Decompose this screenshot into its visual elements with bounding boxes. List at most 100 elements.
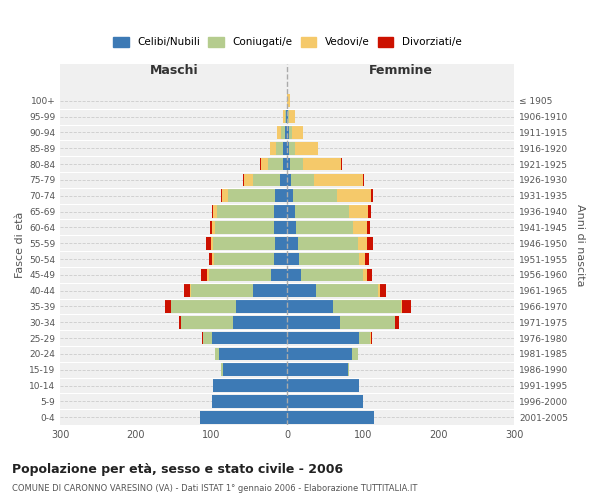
Bar [289,126,292,139]
Bar [202,332,203,344]
Bar [287,205,295,218]
Bar [200,411,287,424]
Bar [281,126,285,139]
Bar [289,142,295,154]
Bar [236,300,287,313]
Bar [212,395,287,407]
Bar [287,221,296,234]
Bar [368,205,371,218]
Bar [316,284,378,297]
Bar [287,268,301,281]
Bar [353,221,367,234]
Bar [260,158,261,170]
Bar [212,252,214,266]
Bar [253,284,287,297]
Bar [290,158,303,170]
Bar [276,142,283,154]
Bar [164,300,171,313]
Y-axis label: Fasce di età: Fasce di età [15,212,25,278]
Bar [359,332,370,344]
Bar [274,221,287,234]
Bar [287,348,352,360]
Bar [213,205,217,218]
Bar [287,364,348,376]
Bar [228,190,275,202]
Bar [179,316,181,328]
Bar [221,364,223,376]
Bar [359,252,365,266]
Bar [341,158,342,170]
Bar [270,142,276,154]
Bar [395,316,399,328]
Bar [184,284,190,297]
Bar [287,237,298,250]
Bar [287,174,291,186]
Bar [287,332,359,344]
Bar [340,316,395,328]
Text: Popolazione per età, sesso e stato civile - 2006: Popolazione per età, sesso e stato civil… [12,462,343,475]
Bar [287,395,363,407]
Bar [301,268,363,281]
Bar [206,237,211,250]
Bar [215,348,219,360]
Bar [288,110,289,123]
Bar [253,174,280,186]
Bar [365,252,369,266]
Bar [261,158,268,170]
Bar [380,284,386,297]
Bar [217,205,274,218]
Bar [287,316,340,328]
Bar [287,110,288,123]
Bar [292,126,303,139]
Bar [401,300,402,313]
Bar [283,110,285,123]
Bar [295,205,349,218]
Bar [274,252,287,266]
Legend: Celibi/Nubili, Coniugati/e, Vedovi/e, Divorziati/e: Celibi/Nubili, Coniugati/e, Vedovi/e, Di… [113,37,461,48]
Bar [244,174,253,186]
Bar [287,190,293,202]
Bar [201,268,207,281]
Y-axis label: Anni di nascita: Anni di nascita [575,204,585,286]
Bar [314,174,363,186]
Text: COMUNE DI CARONNO VARESINO (VA) - Dati ISTAT 1° gennaio 2006 - Elaborazione TUTT: COMUNE DI CARONNO VARESINO (VA) - Dati I… [12,484,418,493]
Bar [402,300,412,313]
Bar [213,380,287,392]
Bar [172,300,236,313]
Bar [271,268,287,281]
Bar [287,380,359,392]
Bar [291,174,314,186]
Text: Maschi: Maschi [149,64,198,77]
Bar [191,284,253,297]
Bar [207,268,209,281]
Bar [295,142,317,154]
Bar [298,237,358,250]
Bar [212,221,215,234]
Bar [358,237,367,250]
Bar [211,237,213,250]
Bar [203,332,212,344]
Bar [287,126,289,139]
Bar [296,221,353,234]
Bar [287,252,299,266]
Bar [293,190,337,202]
Bar [287,142,289,154]
Bar [337,190,371,202]
Bar [212,205,213,218]
Bar [171,300,172,313]
Bar [275,190,287,202]
Bar [303,158,341,170]
Bar [352,348,358,360]
Bar [287,158,290,170]
Bar [367,268,372,281]
Bar [285,126,287,139]
Bar [378,284,380,297]
Bar [287,94,290,107]
Bar [299,252,359,266]
Bar [275,237,287,250]
Bar [219,348,287,360]
Bar [233,316,287,328]
Bar [286,110,287,123]
Bar [283,158,287,170]
Bar [349,205,368,218]
